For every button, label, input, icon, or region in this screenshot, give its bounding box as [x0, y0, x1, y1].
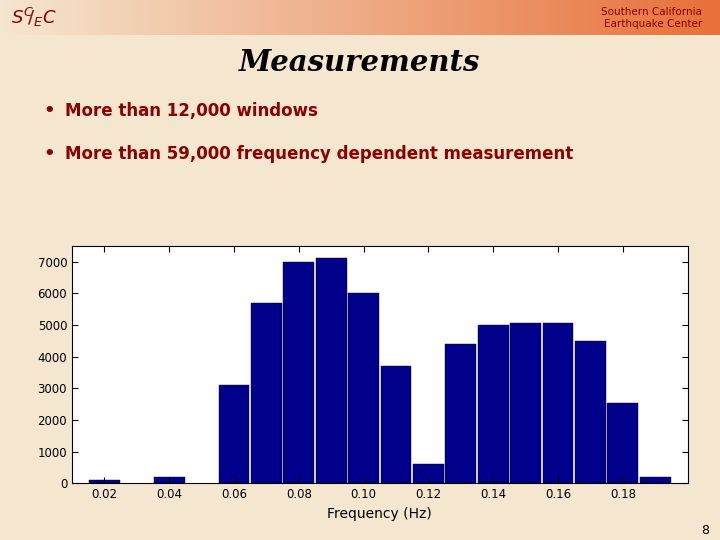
- Bar: [89, 480, 120, 483]
- Text: •: •: [43, 145, 55, 163]
- Text: •: •: [43, 102, 55, 120]
- Text: 8: 8: [701, 524, 709, 537]
- Bar: [640, 477, 670, 483]
- Bar: [543, 323, 573, 483]
- Bar: [316, 258, 346, 483]
- Bar: [348, 293, 379, 483]
- Text: Measurements: Measurements: [239, 48, 481, 77]
- Bar: [413, 464, 444, 483]
- Bar: [478, 325, 508, 483]
- Bar: [446, 344, 476, 483]
- Bar: [219, 385, 249, 483]
- Text: Southern California
Earthquake Center: Southern California Earthquake Center: [601, 6, 702, 29]
- Bar: [575, 341, 606, 483]
- Bar: [608, 402, 638, 483]
- Bar: [154, 477, 184, 483]
- Bar: [284, 261, 314, 483]
- Text: More than 12,000 windows: More than 12,000 windows: [65, 102, 318, 120]
- Bar: [510, 323, 541, 483]
- X-axis label: Frequency (Hz): Frequency (Hz): [328, 507, 432, 521]
- Bar: [251, 303, 282, 483]
- Text: $\mathit{S}^{\mathit{C}}\!\!/\!\!/_{\mathit{E}}\mathit{C}$: $\mathit{S}^{\mathit{C}}\!\!/\!\!/_{\mat…: [11, 6, 56, 29]
- Text: More than 59,000 frequency dependent measurement: More than 59,000 frequency dependent mea…: [65, 145, 573, 163]
- Bar: [381, 366, 411, 483]
